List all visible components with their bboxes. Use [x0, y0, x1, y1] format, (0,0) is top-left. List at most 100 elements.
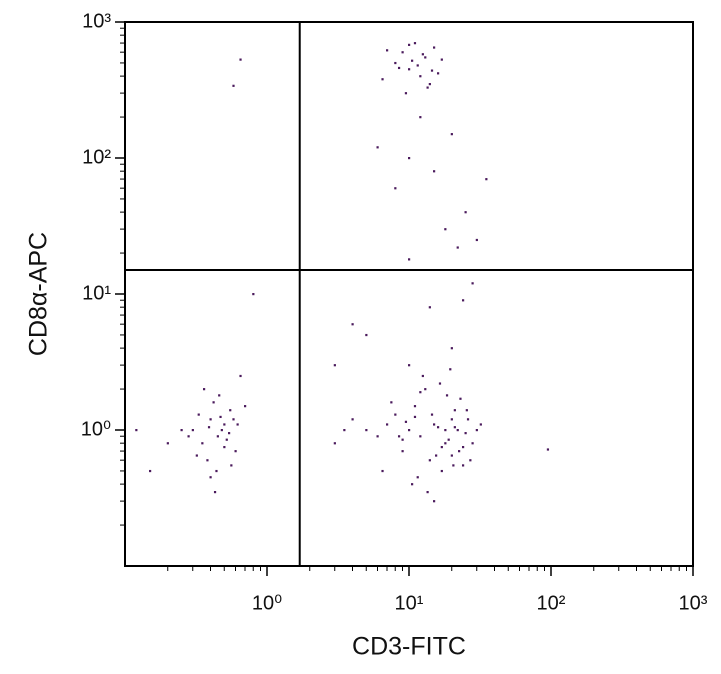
- event-dot: [471, 282, 474, 285]
- event-dot: [236, 423, 239, 426]
- event-dot: [433, 500, 436, 503]
- x-axis-title: CD3-FITC: [352, 633, 466, 661]
- event-dot: [394, 187, 397, 190]
- event-dot: [450, 133, 453, 136]
- event-dot: [419, 391, 422, 394]
- event-dot: [401, 438, 404, 441]
- event-dot: [195, 454, 198, 457]
- event-dot: [450, 454, 453, 457]
- event-dot: [404, 92, 408, 95]
- event-dot: [408, 429, 411, 432]
- event-dot: [433, 170, 436, 173]
- event-dot: [408, 157, 411, 160]
- event-dot: [413, 415, 417, 419]
- event-dot: [469, 459, 472, 462]
- event-dot: [212, 401, 215, 404]
- event-dot: [234, 450, 237, 453]
- x-tick-label: 10¹: [395, 592, 424, 614]
- event-dot: [433, 423, 436, 426]
- x-tick-label: 10²: [537, 592, 566, 614]
- event-dot: [475, 238, 478, 242]
- event-dot: [239, 58, 242, 61]
- event-dot: [223, 423, 226, 426]
- event-dot: [458, 450, 461, 453]
- event-dot: [218, 394, 221, 397]
- event-dot: [365, 333, 368, 337]
- event-dot: [475, 429, 478, 432]
- event-dot: [440, 58, 443, 61]
- event-dot: [408, 43, 411, 46]
- event-dot: [430, 413, 434, 416]
- event-dot: [464, 432, 467, 435]
- event-dot: [413, 405, 417, 408]
- event-dot: [452, 464, 455, 467]
- event-dot: [416, 476, 419, 479]
- event-dot: [444, 442, 447, 445]
- event-dot: [252, 293, 255, 296]
- event-dot: [428, 306, 431, 309]
- event-dot: [440, 469, 443, 473]
- event-dot: [419, 435, 422, 438]
- y-tick-label: 10²: [82, 146, 111, 168]
- event-dot: [435, 454, 438, 457]
- event-dot: [450, 418, 453, 421]
- event-dot: [239, 374, 242, 378]
- event-dot: [428, 459, 431, 462]
- event-dot: [426, 491, 429, 494]
- event-dot: [408, 68, 411, 71]
- event-dot: [351, 418, 354, 421]
- event-dot: [408, 364, 411, 367]
- event-dot: [166, 442, 169, 445]
- event-dot: [421, 374, 424, 378]
- event-dot: [440, 445, 443, 449]
- event-dot: [471, 442, 474, 445]
- event-dot: [365, 429, 368, 432]
- event-dot: [386, 49, 389, 52]
- event-dot: [206, 459, 209, 462]
- event-dot: [386, 423, 389, 426]
- event-dot: [421, 53, 424, 56]
- event-dot: [453, 409, 456, 412]
- event-dot: [333, 364, 336, 367]
- x-tick-label: 10³: [679, 592, 708, 614]
- event-dot: [449, 368, 452, 371]
- event-dot: [376, 146, 379, 149]
- event-dot: [456, 246, 459, 249]
- event-dot: [213, 491, 217, 494]
- event-dot: [343, 429, 346, 432]
- event-dot: [333, 442, 336, 445]
- event-dot: [232, 418, 235, 421]
- event-dot: [444, 228, 447, 231]
- event-dot: [430, 69, 434, 72]
- event-dot: [390, 401, 393, 404]
- event-dot: [227, 432, 231, 435]
- event-dot: [202, 388, 206, 391]
- event-dot: [456, 429, 459, 432]
- event-dot: [220, 429, 223, 432]
- event-dot: [191, 429, 194, 432]
- event-dot: [436, 426, 440, 429]
- event-dot: [207, 426, 211, 429]
- event-dot: [351, 323, 354, 326]
- event-dot: [461, 464, 465, 467]
- event-dot: [376, 435, 379, 438]
- y-tick-label: 10⁰: [81, 418, 111, 440]
- event-dot: [464, 211, 467, 214]
- event-dot: [426, 86, 429, 89]
- event-dot: [397, 435, 401, 438]
- event-dot: [394, 413, 397, 416]
- event-dot: [197, 413, 200, 416]
- event-dot: [419, 116, 422, 119]
- event-dot: [401, 51, 404, 54]
- event-dot: [461, 299, 465, 302]
- event-dot: [424, 56, 427, 59]
- event-dot: [419, 75, 422, 78]
- event-dot: [411, 483, 414, 486]
- event-dot: [223, 445, 226, 449]
- event-dot: [225, 438, 228, 441]
- event-dot: [411, 59, 414, 62]
- event-dot: [216, 435, 219, 438]
- event-dot: [135, 429, 138, 432]
- event-dot: [149, 469, 152, 473]
